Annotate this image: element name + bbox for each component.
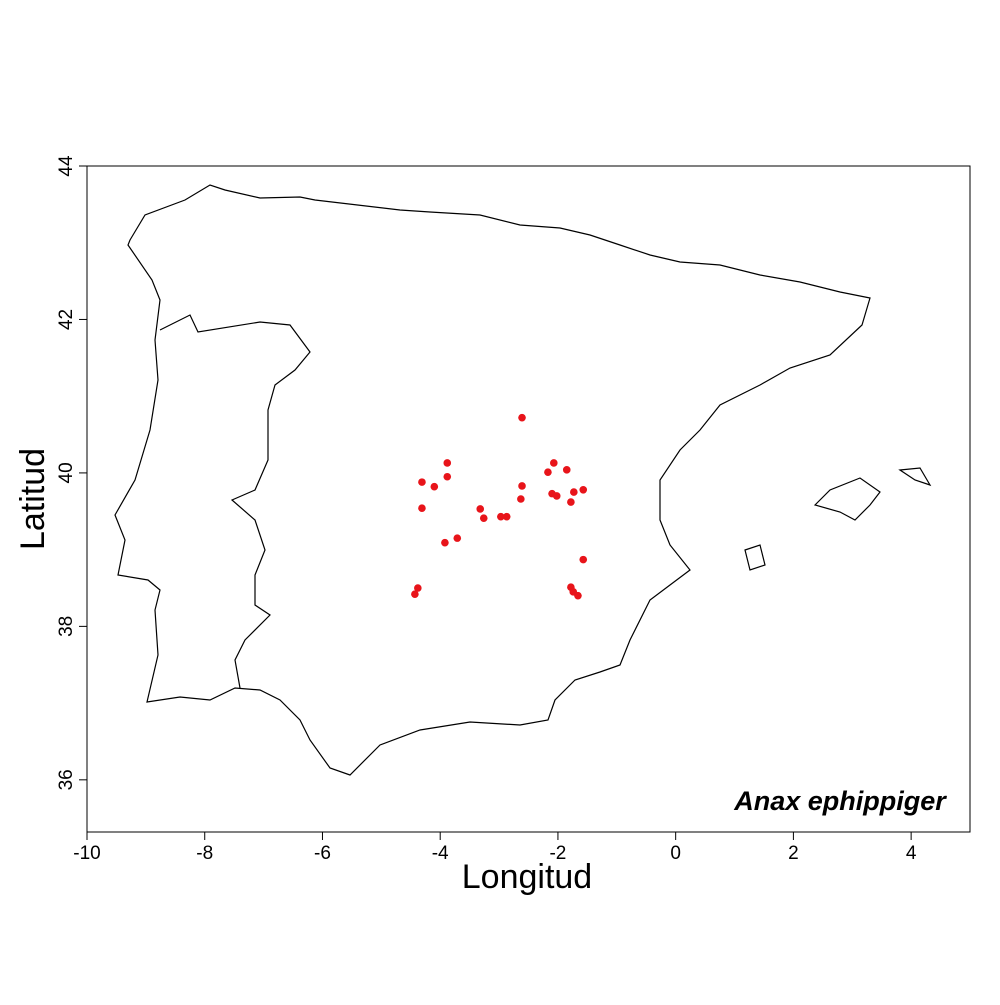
point — [518, 482, 526, 490]
x-tick-label: 0 — [670, 843, 681, 864]
point — [430, 482, 439, 491]
point — [453, 534, 462, 542]
point — [518, 413, 526, 422]
chart-title: Anax ephippiger — [733, 786, 947, 816]
x-tick-label: 2 — [788, 843, 799, 864]
x-tick-label: -4 — [432, 843, 449, 864]
x-tick-label: -8 — [196, 843, 213, 864]
point — [579, 555, 588, 564]
point — [567, 498, 575, 506]
point — [418, 504, 426, 513]
point — [476, 505, 485, 513]
point — [579, 485, 588, 494]
point — [443, 472, 452, 481]
plot-frame — [86, 165, 971, 833]
x-tick-label: 4 — [906, 843, 917, 864]
coastline — [114, 184, 932, 776]
point — [411, 590, 419, 598]
point — [497, 512, 505, 521]
ibiza — [744, 544, 766, 571]
point — [574, 591, 582, 600]
y-tick-label: 42 — [56, 309, 77, 330]
point — [502, 512, 511, 521]
y-tick-label: 44 — [56, 155, 77, 177]
point — [570, 488, 578, 496]
point — [418, 478, 426, 486]
mallorca — [813, 477, 881, 521]
y-tick-label: 36 — [56, 769, 77, 790]
x-tick-label: -2 — [549, 843, 566, 864]
y-tick-label: 38 — [56, 616, 77, 637]
point — [414, 584, 422, 592]
x-axis-label: Longitud — [462, 858, 592, 896]
menorca — [898, 467, 932, 487]
point — [544, 468, 552, 476]
y-tick-label: 40 — [56, 462, 77, 483]
y-axis-label: Latitud — [14, 448, 52, 550]
point — [479, 514, 488, 522]
point — [550, 459, 558, 467]
x-tick-label: -10 — [73, 843, 100, 864]
point — [552, 492, 561, 500]
point — [441, 538, 449, 547]
point — [517, 495, 525, 503]
portugal-border — [159, 314, 311, 689]
x-tick-label: -6 — [314, 843, 331, 864]
point — [443, 459, 452, 467]
point — [562, 466, 571, 474]
iberia-outline — [114, 184, 871, 776]
